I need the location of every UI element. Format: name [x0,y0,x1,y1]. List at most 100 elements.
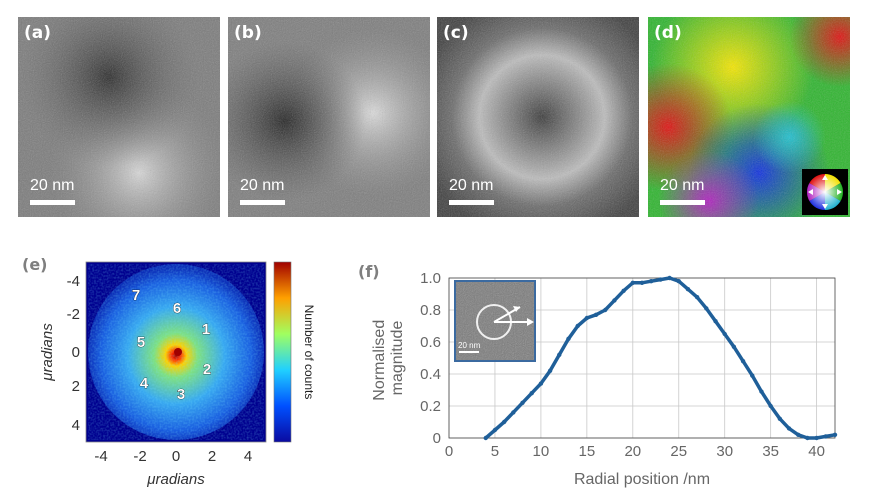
heatmap-xtick: 0 [172,448,180,465]
plot-frame [448,277,836,439]
panel-a-scale-bar [30,200,75,205]
panel-c-scale-text: 20 nm [449,177,494,194]
profile-point [538,381,544,386]
heatmap-center-peak [174,348,182,356]
panel-c-scale-bar [449,200,494,205]
profile-xlabel: Radial position /nm [574,471,710,488]
profile-point [676,279,681,284]
profile-point [768,403,773,409]
heatmap-ytick: 4 [72,417,80,434]
profile-point [750,373,755,378]
profile-point [731,344,737,349]
panel-d-image: (d) 20 nm [648,17,850,217]
heatmap-ytick: -2 [67,306,80,323]
profile-point [566,336,571,341]
panel-a-image: (a) 20 nm [18,17,220,217]
profile-point [630,280,636,285]
panel-b-label: (b) [234,23,262,43]
panel-a-field [18,17,220,217]
panel-b-field [228,17,430,217]
profile-point [520,400,525,405]
profile-point [501,419,507,425]
profile-xtick: 5 [491,443,499,460]
heatmap-region-2: 2 [203,361,211,378]
profile-xtick: 30 [716,443,733,460]
heatmap-region-7: 7 [132,287,140,304]
profile-ytick: 0.6 [420,334,441,351]
panel-a-scale-text: 20 nm [30,177,75,194]
profile-point [740,359,746,364]
profile-point [648,279,654,284]
heatmap-xtick: -2 [133,448,146,465]
panel-d-scale-bar [660,200,705,205]
heatmap-region-4: 4 [140,375,149,392]
panel-c-image: (c) 20 nm [437,17,639,217]
heatmap-xtick: -4 [94,448,107,465]
panel-b-scale-bar [240,200,285,205]
profile-point [547,368,553,373]
heatmap-region-1: 1 [202,321,210,338]
profile-point [814,435,819,441]
profile-point [529,391,534,396]
panel-d-label: (d) [654,23,682,43]
profile-point [557,352,562,357]
profile-point [759,389,764,394]
heatmap-region-6: 6 [173,300,181,317]
profile-point [639,280,645,285]
profile-point [694,295,700,300]
profile-ylabel: Normalised magnitude [371,315,406,400]
profile-xtick: 15 [579,443,596,460]
inset-arrow [527,318,534,326]
profile-ytick: 0 [433,430,441,447]
profile-point [685,287,691,292]
heatmap-ytick: 0 [72,344,80,361]
profile-point [612,298,617,303]
profile-ytick: 0.8 [420,302,441,319]
heatmap-ytick: -4 [67,273,80,290]
profile-xtick: 35 [762,443,779,460]
color-wheel-icon [806,174,844,210]
profile-point [722,331,727,337]
heatmap-xtick: 2 [208,448,216,465]
heatmap-ylabel: μradians [39,323,56,382]
profile-point [796,432,801,437]
profile-point [704,306,709,311]
heatmap-xlabel: μradians [146,471,205,488]
profile-point [511,410,516,415]
panel-b-image: (b) 20 nm [228,17,430,217]
panel-e-label: (e) [22,255,48,274]
profile-point [713,319,718,324]
heatmap-ytick: 2 [72,378,80,395]
profile-point [621,288,626,293]
colorbar-label: Number of counts [302,305,316,400]
profile-point [483,435,488,441]
profile-point [832,432,838,437]
profile-point [492,427,498,433]
profile-point [575,323,580,329]
color-wheel-legend [802,169,848,215]
panel-f-label: (f) [358,262,380,281]
profile-inset: 20 nm [454,280,536,362]
panel-b-scale-text: 20 nm [240,177,285,194]
profile-point [593,312,599,317]
inset-scale-text: 20 nm [458,341,481,350]
profile-point [584,315,590,321]
profile-point [658,277,663,282]
profile-point [777,416,783,421]
profile-point [805,435,810,441]
profile-series-line [484,276,836,440]
profile-xtick: 0 [445,443,453,460]
panel-d-scale-text: 20 nm [660,177,705,194]
panel-c-field [437,17,639,217]
profile-xtick: 40 [808,443,825,460]
profile-ytick: 0.2 [420,398,441,415]
panel-c-label: (c) [443,23,469,43]
heatmap-region-3: 3 [177,386,185,403]
colorbar [273,261,292,443]
profile-ytick: 1.0 [420,270,441,287]
profile-xtick: 20 [624,443,641,460]
profile-point [603,307,608,313]
panel-a-label: (a) [24,23,52,43]
profile-xtick: 25 [670,443,687,460]
heatmap-xtick: 4 [244,448,252,465]
